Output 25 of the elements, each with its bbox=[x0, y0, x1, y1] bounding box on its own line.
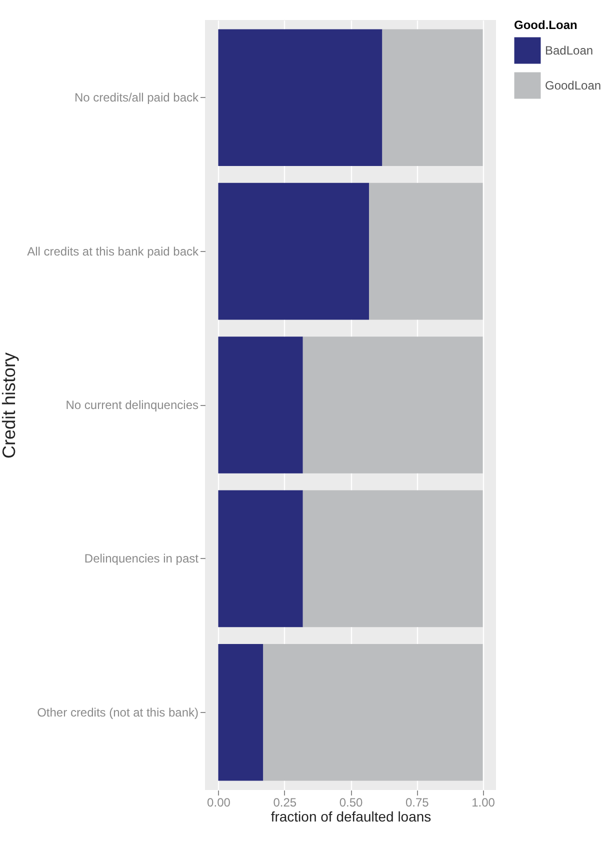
y-tick-label: All credits at this bank paid back bbox=[27, 244, 200, 258]
y-tick-label: Delinquencies in past bbox=[84, 552, 200, 566]
bar bbox=[382, 29, 483, 166]
x-tick-label: 0.75 bbox=[405, 796, 430, 810]
legend-label: GoodLoan bbox=[545, 78, 602, 92]
bar bbox=[302, 336, 483, 474]
bar bbox=[218, 182, 370, 320]
y-axis-title: Credit history bbox=[0, 352, 20, 459]
x-axis-title: fraction of defaulted loans bbox=[270, 808, 432, 824]
x-tick-label: 0.00 bbox=[207, 796, 231, 810]
y-tick-label: No credits/all paid back bbox=[74, 90, 200, 105]
bar bbox=[263, 644, 483, 781]
bar bbox=[302, 490, 483, 628]
x-tick-label: 1.00 bbox=[472, 796, 496, 810]
bar bbox=[218, 29, 382, 166]
x-tick-label: 0.50 bbox=[339, 796, 363, 810]
legend-label: BadLoan bbox=[545, 44, 594, 58]
y-tick-label: No current delinquencies bbox=[66, 398, 198, 412]
x-tick-label: 0.25 bbox=[273, 796, 297, 810]
bar bbox=[218, 490, 303, 628]
bar bbox=[369, 182, 483, 320]
bar bbox=[218, 336, 303, 474]
y-tick-label: Other credits (not at this bank) bbox=[37, 705, 198, 720]
bar bbox=[218, 644, 264, 781]
legend-title: Good.Loan bbox=[514, 18, 578, 32]
